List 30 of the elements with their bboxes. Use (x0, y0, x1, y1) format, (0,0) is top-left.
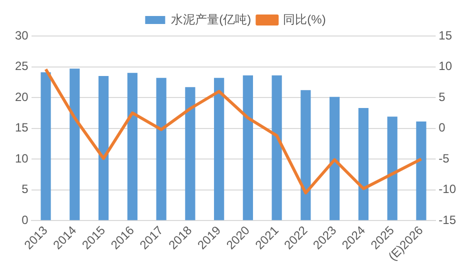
bar (40, 72, 51, 220)
y-tick-label: 20 (14, 90, 29, 104)
bar (272, 75, 282, 220)
y2-tick-label: 5 (438, 90, 446, 104)
legend-label: 同比(%) (283, 12, 326, 26)
y2-tick-label: -10 (438, 182, 456, 196)
bar (185, 87, 196, 220)
y2-tick-label: 15 (438, 28, 452, 42)
bar (70, 68, 80, 220)
bar (242, 75, 253, 220)
bar (300, 90, 311, 220)
y-tick-label: 10 (14, 151, 29, 166)
bar (214, 78, 224, 220)
legend-label: 水泥产量(亿吨) (171, 12, 252, 26)
y-tick-label: 0 (22, 212, 29, 227)
bar (156, 78, 166, 220)
y2-tick-label: 0 (438, 120, 446, 135)
bar (330, 96, 340, 220)
y2-tick-label: 10 (438, 59, 452, 74)
y-tick-label: 5 (22, 182, 29, 196)
bar (358, 108, 369, 220)
bar (416, 122, 426, 220)
y2-tick-label: -15 (438, 212, 456, 227)
y2-tick-label: -5 (438, 151, 450, 166)
y-tick-label: 25 (14, 59, 29, 74)
y-tick-label: 30 (14, 28, 29, 42)
y-tick-label: 15 (14, 120, 29, 135)
bar (127, 72, 138, 220)
bar (387, 116, 398, 220)
bar (98, 76, 109, 220)
